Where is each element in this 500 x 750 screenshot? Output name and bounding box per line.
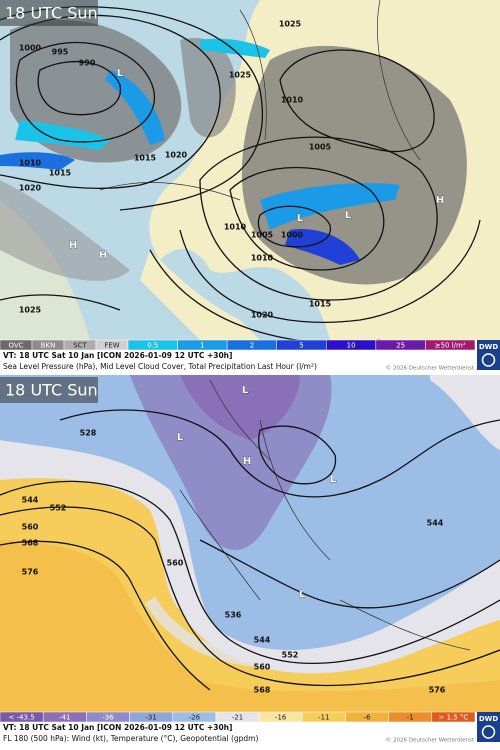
legend-label: > 1.5 °C	[438, 714, 468, 722]
logo-mark	[481, 353, 496, 367]
isobar-label: 1020	[251, 311, 274, 320]
pressure-map	[0, 0, 500, 344]
legend-swatch	[431, 711, 476, 723]
isobar-label: 1015	[49, 169, 72, 178]
pressure-center: L	[330, 474, 337, 485]
description: FL 180 (500 hPa): Wind (kt), Temperature…	[3, 734, 258, 743]
isobar-label: 1020	[165, 151, 188, 160]
legend-label: OVC	[8, 342, 23, 350]
legend-label: 25	[396, 342, 405, 350]
legend-label: BKN	[41, 342, 56, 350]
isobar-label: 1010	[251, 254, 274, 263]
legend-label: -21	[232, 714, 243, 722]
legend-label: -41	[59, 714, 70, 722]
contour-label: 552	[50, 504, 67, 513]
logo: DWD	[479, 343, 499, 351]
legend-label: 0.5	[147, 342, 158, 350]
contour-label: 576	[429, 686, 446, 695]
legend-label: FEW	[104, 342, 119, 350]
legend-label: -36	[102, 714, 114, 722]
pressure-center: L	[345, 210, 352, 221]
pressure-center: L	[297, 213, 304, 224]
pressure-center: H	[436, 195, 444, 206]
legend-label: ≥50 l/m²	[435, 342, 466, 350]
isobar-label: 1010	[19, 159, 42, 168]
legend-label: 10	[347, 342, 356, 350]
title-box	[0, 0, 98, 26]
description: Sea Level Pressure (hPa), Mid Level Clou…	[3, 362, 317, 371]
contour-label: 576	[22, 568, 39, 577]
title-box	[0, 377, 98, 403]
pressure-center: H	[69, 240, 77, 251]
pressure-map-labels: 1025 1000 995 990 L 1025 1010 1005 1015 …	[19, 20, 445, 320]
upper-air-map	[0, 375, 500, 712]
isobar-label: 1010	[224, 223, 247, 232]
contour-label: 560	[254, 663, 271, 672]
pressure-center: H	[243, 456, 251, 467]
legend-label: -11	[318, 714, 329, 722]
contour-label: 568	[254, 686, 271, 695]
isobar-label: 1015	[134, 154, 157, 163]
upper-air-labels: L L H L 528 544 552 560 568 576 560 536 …	[22, 385, 446, 695]
isobar-label: 990	[79, 59, 96, 68]
isobar-label: 1000	[19, 44, 42, 53]
legend-label: -31	[145, 714, 156, 722]
legend-label: 1	[200, 342, 204, 350]
copyright: © 2026 Deutscher Wetterdienst	[386, 365, 475, 372]
pressure-center: H	[99, 250, 107, 261]
panel-title: 18 UTC Sun	[5, 381, 98, 400]
copyright: © 2026 Deutscher Wetterdienst	[386, 737, 475, 744]
logo-mark	[481, 725, 496, 739]
pressure-center: L	[299, 589, 306, 600]
isobar-label: 1000	[281, 231, 304, 240]
pressure-center: L	[177, 432, 184, 443]
contour-label: 568	[22, 539, 39, 548]
contour-label: 544	[254, 636, 271, 645]
isobar-label: 1015	[309, 300, 332, 309]
isobar-label: 1010	[281, 96, 304, 105]
valid-time: VT: 18 UTC Sat 10 Jan [ICON 2026-01-09 1…	[3, 351, 232, 360]
contour-label: 560	[167, 559, 184, 568]
legend-label: < -43.5	[8, 714, 34, 722]
legend-swatch	[425, 339, 476, 351]
contour-label: 528	[80, 429, 97, 438]
legend-label: 2	[250, 342, 254, 350]
legend-label: -16	[275, 714, 287, 722]
isobar-label: 1020	[19, 184, 42, 193]
contour-label: 544	[427, 519, 444, 528]
contour-label: 536	[225, 611, 242, 620]
isobar-label: 1025	[229, 71, 252, 80]
panel-title: 18 UTC Sun	[5, 4, 98, 23]
isobar-label: 995	[52, 48, 69, 57]
isobar-label: 1005	[251, 231, 274, 240]
legend-label: -26	[189, 714, 201, 722]
logo: DWD	[479, 715, 499, 723]
contour-label: 560	[22, 523, 39, 532]
isobar-label: 1005	[309, 143, 332, 152]
contour-label: 552	[282, 651, 299, 660]
legend-label: 5	[299, 342, 303, 350]
legend-label: SCT	[73, 342, 87, 350]
isobar-label: 1025	[19, 306, 42, 315]
legend-label: -1	[407, 714, 414, 722]
legend-label: -6	[364, 714, 372, 722]
isobar-label: 1025	[279, 20, 302, 29]
pressure-center: L	[117, 68, 124, 79]
pressure-center: L	[242, 385, 249, 396]
valid-time: VT: 18 UTC Sat 10 Jan [ICON 2026-01-09 1…	[3, 723, 232, 732]
contour-label: 544	[22, 496, 39, 505]
